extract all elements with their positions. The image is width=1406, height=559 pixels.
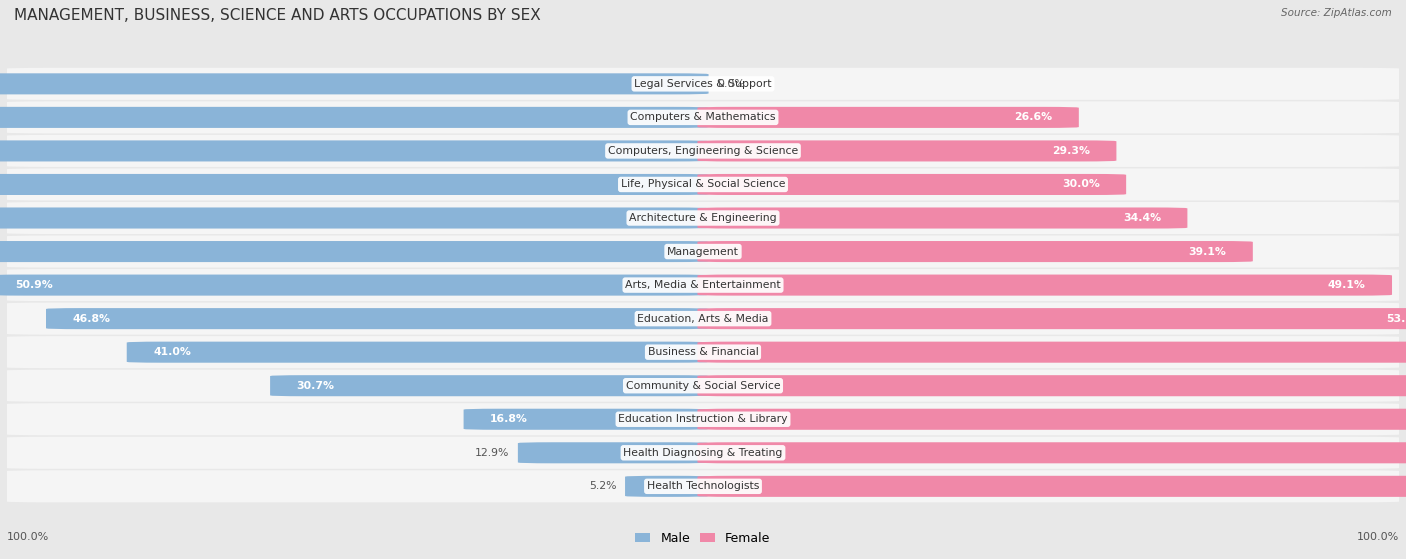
FancyBboxPatch shape [697,308,1406,329]
FancyBboxPatch shape [3,168,1403,201]
FancyBboxPatch shape [0,107,709,128]
FancyBboxPatch shape [464,409,709,430]
FancyBboxPatch shape [697,375,1406,396]
Text: Education Instruction & Library: Education Instruction & Library [619,414,787,424]
FancyBboxPatch shape [0,140,709,162]
FancyBboxPatch shape [3,369,1403,402]
Legend: Male, Female: Male, Female [630,527,776,550]
FancyBboxPatch shape [3,302,1403,335]
Text: Business & Financial: Business & Financial [648,347,758,357]
Text: 100.0%: 100.0% [7,532,49,542]
Text: 16.8%: 16.8% [491,414,527,424]
Text: 46.8%: 46.8% [73,314,111,324]
Text: MANAGEMENT, BUSINESS, SCIENCE AND ARTS OCCUPATIONS BY SEX: MANAGEMENT, BUSINESS, SCIENCE AND ARTS O… [14,8,541,23]
FancyBboxPatch shape [3,202,1403,234]
FancyBboxPatch shape [3,68,1403,100]
FancyBboxPatch shape [3,235,1403,268]
Text: Education, Arts & Media: Education, Arts & Media [637,314,769,324]
FancyBboxPatch shape [697,342,1406,363]
FancyBboxPatch shape [0,73,709,94]
FancyBboxPatch shape [3,269,1403,301]
Text: Legal Services & Support: Legal Services & Support [634,79,772,89]
FancyBboxPatch shape [697,241,1253,262]
Text: 100.0%: 100.0% [1357,532,1399,542]
FancyBboxPatch shape [517,442,709,463]
Text: 30.7%: 30.7% [297,381,335,391]
FancyBboxPatch shape [697,140,1116,162]
FancyBboxPatch shape [697,107,1078,128]
Text: 12.9%: 12.9% [475,448,509,458]
Text: 5.2%: 5.2% [589,481,617,491]
Text: 29.3%: 29.3% [1052,146,1090,156]
Text: Computers & Mathematics: Computers & Mathematics [630,112,776,122]
FancyBboxPatch shape [697,274,1392,296]
FancyBboxPatch shape [697,409,1406,430]
FancyBboxPatch shape [0,207,709,229]
Text: Management: Management [666,247,740,257]
Text: 53.3%: 53.3% [1386,314,1406,324]
FancyBboxPatch shape [0,241,709,262]
FancyBboxPatch shape [270,375,709,396]
Text: 30.0%: 30.0% [1062,179,1099,190]
FancyBboxPatch shape [697,476,1406,497]
FancyBboxPatch shape [127,342,709,363]
FancyBboxPatch shape [0,174,709,195]
Text: Source: ZipAtlas.com: Source: ZipAtlas.com [1281,8,1392,18]
Text: 50.9%: 50.9% [15,280,53,290]
Text: Community & Social Service: Community & Social Service [626,381,780,391]
Text: 26.6%: 26.6% [1014,112,1052,122]
FancyBboxPatch shape [3,336,1403,368]
Text: 49.1%: 49.1% [1327,280,1365,290]
FancyBboxPatch shape [0,274,709,296]
Text: 34.4%: 34.4% [1123,213,1161,223]
Text: 39.1%: 39.1% [1188,247,1226,257]
Text: Health Technologists: Health Technologists [647,481,759,491]
Text: 41.0%: 41.0% [153,347,191,357]
FancyBboxPatch shape [3,135,1403,167]
FancyBboxPatch shape [697,442,1406,463]
Text: Life, Physical & Social Science: Life, Physical & Social Science [621,179,785,190]
FancyBboxPatch shape [46,308,709,329]
FancyBboxPatch shape [626,476,709,497]
FancyBboxPatch shape [697,174,1126,195]
Text: Computers, Engineering & Science: Computers, Engineering & Science [607,146,799,156]
Text: Health Diagnosing & Treating: Health Diagnosing & Treating [623,448,783,458]
Text: Architecture & Engineering: Architecture & Engineering [630,213,776,223]
FancyBboxPatch shape [3,101,1403,134]
FancyBboxPatch shape [3,470,1403,503]
FancyBboxPatch shape [3,403,1403,435]
FancyBboxPatch shape [697,207,1188,229]
FancyBboxPatch shape [3,437,1403,469]
Text: Arts, Media & Entertainment: Arts, Media & Entertainment [626,280,780,290]
Text: 0.0%: 0.0% [717,79,745,89]
